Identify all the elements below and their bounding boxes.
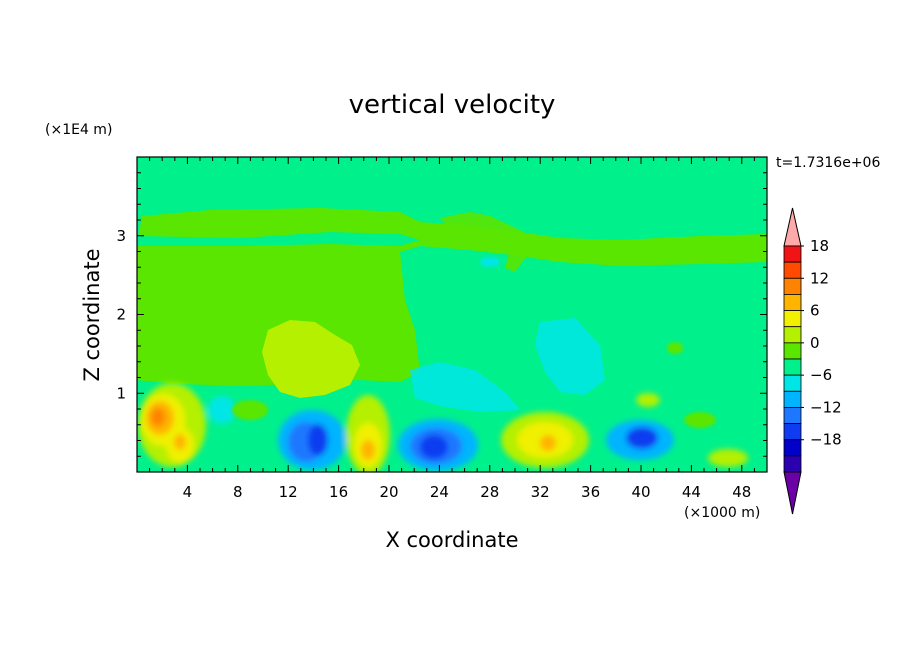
x-tick-label: 4 (183, 483, 193, 501)
colorbar-box (783, 310, 802, 328)
x-tick-label: 8 (233, 483, 243, 501)
colorbar-box (783, 261, 802, 279)
x-tick-label: 16 (329, 483, 348, 501)
y-axis-title: Z coordinate (80, 248, 104, 381)
colorbar-label: 12 (810, 269, 829, 287)
colorbar-min-arrow (783, 471, 802, 515)
chart-title: vertical velocity (349, 90, 556, 120)
x-tick-label: 40 (631, 483, 650, 501)
colorbar-label: 6 (810, 302, 820, 320)
x-tick-label: 20 (379, 483, 398, 501)
colorbar-box (783, 407, 802, 424)
y-ticks: 1 2 3 (116, 172, 767, 457)
colorbar: 18 12 6 0 −6 −12 −18 (783, 207, 842, 515)
colorbar-box (783, 439, 802, 457)
x-axis-title: X coordinate (385, 528, 518, 552)
colorbar-box (783, 342, 802, 360)
x-tick-label: 36 (581, 483, 600, 501)
x-ticks: 4 8 12 16 20 24 28 32 36 40 44 48 (149, 157, 755, 501)
x-tick-label: 12 (279, 483, 298, 501)
plot-area (137, 157, 767, 472)
colorbar-box (783, 277, 802, 295)
colorbar-box (783, 374, 802, 392)
x-tick-label: 24 (430, 483, 449, 501)
field-blobs (138, 383, 748, 472)
x-tick-label: 48 (732, 483, 751, 501)
field-upper-gap (137, 232, 420, 246)
colorbar-box (783, 358, 802, 376)
colorbar-box (783, 326, 802, 344)
x-unit-label: (×1000 m) (684, 505, 760, 521)
colorbar-label: 18 (810, 237, 829, 255)
field-upper-streaks (440, 212, 540, 272)
colorbar-box (783, 294, 802, 311)
field-cyan-lower (410, 362, 520, 412)
field-detail (232, 257, 716, 428)
x-tick-label: 44 (682, 483, 701, 501)
colorbar-box (783, 245, 802, 263)
colorbar-max-arrow (783, 207, 802, 247)
colorbar-box (783, 455, 802, 473)
colorbar-label: −18 (810, 431, 842, 449)
y-tick-label: 3 (116, 227, 126, 245)
colorbar-box (783, 390, 802, 408)
y-tick-label: 1 (116, 384, 126, 402)
y-tick-label: 2 (116, 306, 126, 324)
x-tick-label: 28 (480, 483, 499, 501)
x-tick-label: 32 (531, 483, 550, 501)
colorbar-box (783, 423, 802, 441)
colorbar-label: 0 (810, 334, 820, 352)
colorbar-label: −12 (810, 398, 842, 416)
y-unit-label: (×1E4 m) (45, 122, 112, 138)
field-cyan-region (535, 318, 605, 395)
field-mid-updraft (262, 320, 360, 398)
time-label: t=1.7316e+06 (776, 155, 880, 171)
colorbar-label: −6 (810, 366, 832, 384)
